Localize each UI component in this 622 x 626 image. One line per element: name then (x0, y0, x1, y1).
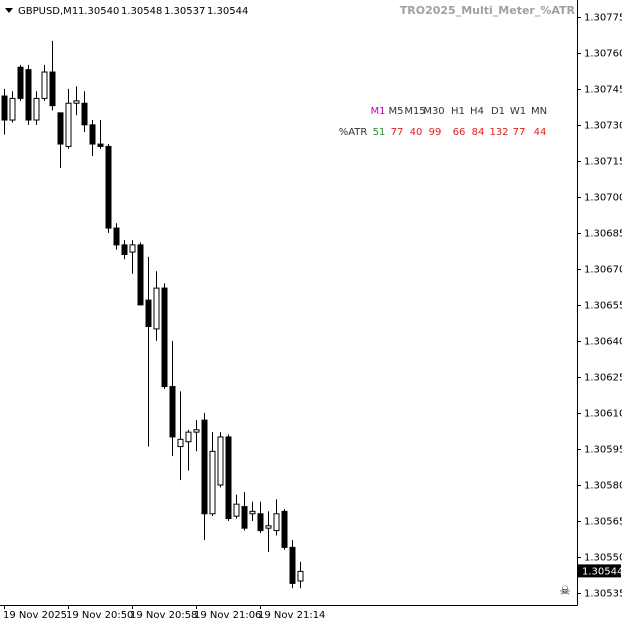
timeframe-label: H1 (451, 106, 465, 117)
candle-body (89, 124, 96, 145)
ohlc-label: 1.30540 (78, 6, 119, 17)
timeframe-label: MN (531, 106, 547, 117)
candle-body (17, 66, 24, 99)
candle-body (97, 143, 104, 147)
candle-body (209, 450, 216, 515)
skull-icon: ☠ (560, 584, 571, 598)
y-tick-label: 1.30580 (584, 481, 622, 492)
candle-body (129, 244, 136, 253)
x-tick-label: 19 Nov 2025 (3, 610, 67, 621)
y-tick-label: 1.30715 (584, 157, 622, 168)
current-price-label: 1.30544 (582, 566, 622, 577)
candle-body (297, 570, 304, 582)
candle-body (121, 244, 128, 255)
candle-body (1, 95, 8, 121)
ohlc-label: 1.30548 (121, 6, 162, 17)
atr-value: 66 (453, 127, 466, 138)
y-tick-label: 1.30550 (584, 553, 622, 564)
candle-body (113, 227, 120, 246)
atr-value: 51 (373, 127, 386, 138)
candle-body (281, 510, 288, 548)
timeframe-label: W1 (510, 106, 526, 117)
y-tick-label: 1.30610 (584, 409, 622, 420)
candle-body (105, 145, 112, 229)
y-tick-label: 1.30625 (584, 373, 622, 384)
atr-value: 77 (513, 127, 526, 138)
candle-body (225, 436, 232, 520)
y-tick-label: 1.30745 (584, 85, 622, 96)
candle-body (137, 244, 144, 306)
candle-body (81, 102, 88, 126)
atr-value: 99 (429, 127, 442, 138)
x-tick-label: 19 Nov 21:06 (194, 610, 261, 621)
candle-body (49, 71, 56, 107)
ohlc-label: 1.30544 (207, 6, 248, 17)
menu-triangle (5, 8, 13, 13)
candle-body (289, 546, 296, 584)
candle-body (185, 431, 192, 443)
candle-body (33, 97, 40, 121)
atr-value: 44 (534, 127, 547, 138)
ohlc-label: 1.30537 (164, 6, 205, 17)
candle-body (9, 97, 16, 121)
candle-body (241, 506, 248, 529)
candle-body (73, 100, 80, 104)
candle-body (161, 287, 168, 388)
y-tick-label: 1.30640 (584, 337, 622, 348)
atr-value: 132 (489, 127, 508, 138)
candle-body (201, 419, 208, 515)
atr-value: 77 (391, 127, 404, 138)
x-tick-label: 19 Nov 20:58 (130, 610, 197, 621)
candle-body (41, 71, 48, 99)
candle-body (257, 513, 264, 532)
candle-body (25, 69, 32, 121)
symbol: GBPUSD,M1 (18, 6, 78, 17)
atr-value: 84 (472, 127, 485, 138)
candle-body (65, 102, 72, 147)
y-tick-label: 1.30535 (584, 589, 622, 600)
y-tick-label: 1.30655 (584, 301, 622, 312)
timeframe-label: M30 (423, 106, 444, 117)
y-tick-label: 1.30760 (584, 49, 622, 60)
indicator-title: TRO2025_Multi_Meter_%ATR (400, 4, 576, 17)
candle-body (153, 287, 160, 330)
candle-body (169, 386, 176, 438)
y-tick-label: 1.30670 (584, 265, 622, 276)
timeframe-label: M1 (371, 106, 386, 117)
y-tick-label: 1.30700 (584, 193, 622, 204)
candle-body (57, 112, 64, 145)
y-tick-label: 1.30595 (584, 445, 622, 456)
x-tick-label: 19 Nov 21:14 (258, 610, 325, 621)
candle-body (233, 503, 240, 517)
candle-body (249, 510, 256, 515)
candle-body (193, 429, 200, 433)
y-tick-label: 1.30685 (584, 229, 622, 240)
candle-body (145, 299, 152, 328)
candle-body (177, 438, 184, 448)
atr-value: 40 (410, 127, 423, 138)
x-tick-label: 19 Nov 20:50 (66, 610, 133, 621)
timeframe-label: M15 (404, 106, 425, 117)
candle-body (273, 513, 280, 532)
y-tick-label: 1.30775 (584, 13, 622, 24)
timeframe-label: H4 (470, 106, 484, 117)
current-price-box (578, 564, 621, 578)
timeframe-label: D1 (491, 106, 505, 117)
candle-body (265, 525, 272, 529)
row-label: %ATR (339, 127, 368, 138)
y-tick-label: 1.30565 (584, 517, 622, 528)
timeframe-label: M5 (389, 106, 404, 117)
y-tick-label: 1.30730 (584, 121, 622, 132)
candle-body (217, 436, 224, 486)
